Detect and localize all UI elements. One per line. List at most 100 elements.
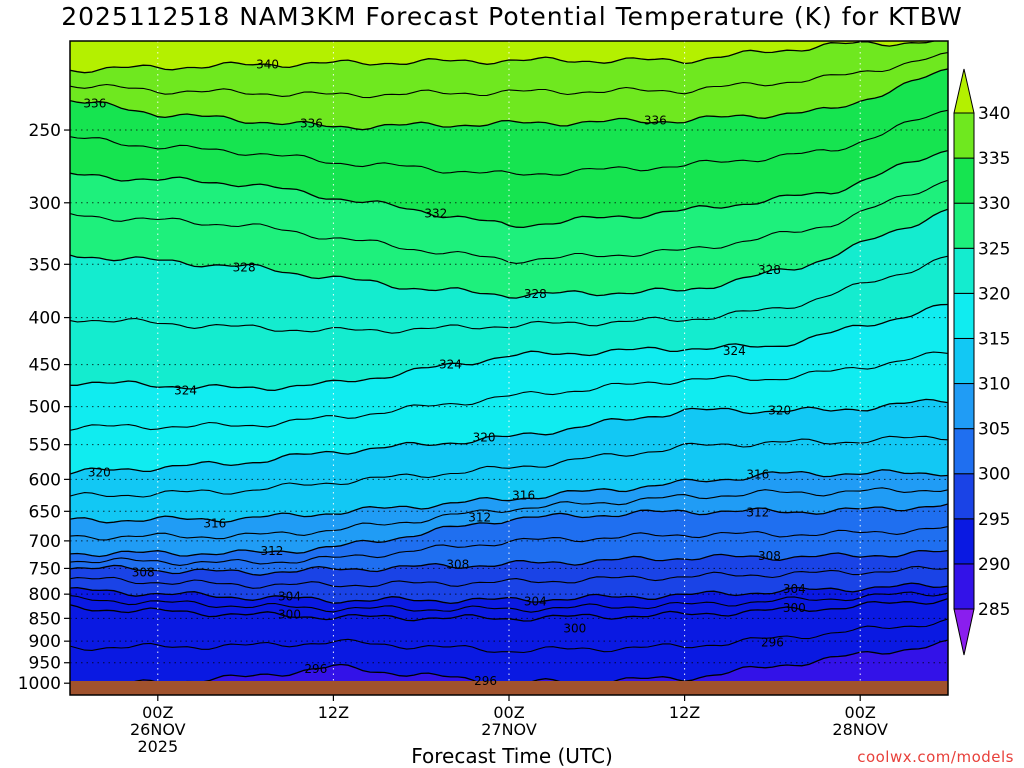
contour-line-332 — [70, 149, 948, 229]
colorbar-segment — [953, 383, 975, 430]
contour-label: 296 — [304, 662, 327, 676]
x-tick-label: 28NOV — [832, 720, 888, 739]
contour-labels: 340 336 336 336 332 328 328 328 324 324 324 320 320 3… — [83, 57, 805, 688]
ground-surface — [70, 681, 948, 695]
x-tick-label: 00Z — [493, 703, 524, 722]
y-tick-label: 250 — [29, 121, 61, 141]
contour-label: 300 — [783, 601, 806, 615]
x-axis-label: Forecast Time (UTC) — [411, 744, 613, 768]
y-tick-label: 900 — [29, 632, 61, 652]
y-tick-label: 600 — [29, 470, 61, 490]
y-tick-label: 700 — [29, 532, 61, 552]
contour-label: 336 — [83, 97, 106, 111]
contour-line-minor — [70, 487, 948, 541]
contour-line-324 — [70, 303, 948, 392]
colorbar-label: 285 — [978, 600, 1010, 620]
contour-label: 312 — [746, 506, 769, 520]
contour-line-minor — [70, 109, 948, 176]
y-tick-label: 450 — [29, 356, 61, 376]
contour-label: 300 — [278, 608, 301, 622]
x-tick-label: 26NOV — [130, 720, 186, 739]
y-tick-label: 550 — [29, 436, 61, 456]
contour-label: 324 — [439, 358, 462, 372]
contour-label: 304 — [783, 582, 806, 596]
colorbar-segment — [953, 563, 975, 610]
colorbar-label: 335 — [978, 149, 1010, 169]
contour-label: 328 — [233, 261, 256, 275]
colorbar-label: 320 — [978, 284, 1010, 304]
contour-label: 308 — [132, 566, 155, 580]
contour-label: 320 — [768, 404, 791, 418]
contour-line-328 — [70, 208, 948, 299]
colorbar-segment — [953, 428, 975, 475]
grid-lines — [70, 41, 948, 695]
contour-line-minor — [70, 565, 948, 589]
colorbar-segment — [953, 112, 975, 159]
colorbar-segment — [953, 473, 975, 520]
contour-line-minor — [70, 52, 948, 99]
credit-link[interactable]: coolwx.com/models — [857, 748, 1014, 766]
contour-line-320 — [70, 398, 948, 475]
colorbar-extend-bottom — [953, 608, 975, 656]
x-tick-label: 2025 — [137, 737, 178, 756]
contour-label: 296 — [474, 674, 497, 688]
contour-label: 308 — [446, 558, 469, 572]
y-tick-label: 500 — [29, 398, 61, 418]
contour-label: 312 — [260, 544, 283, 558]
x-tick-label: 12Z — [318, 703, 349, 722]
y-tick-label: 650 — [29, 502, 61, 522]
contour-label: 340 — [256, 57, 279, 71]
colorbar-label: 295 — [978, 510, 1010, 530]
colorbar-label: 300 — [978, 465, 1010, 485]
colorbar-label: 340 — [978, 104, 1010, 124]
contour-label: 312 — [468, 510, 491, 524]
y-tick-label: 400 — [29, 309, 61, 329]
x-tick-label: 27NOV — [481, 720, 537, 739]
colorbar-segment — [953, 247, 975, 294]
y-tick-label: 850 — [29, 609, 61, 629]
contour-label: 324 — [174, 383, 197, 397]
colorbar-segment — [953, 157, 975, 204]
contour-label: 320 — [88, 466, 111, 480]
colorbar: 285 290 295 300 305 310 315 320 325 330 335 340 — [953, 68, 1010, 656]
y-tick-label: 950 — [29, 654, 61, 674]
contour-label: 332 — [424, 206, 447, 220]
contour-label: 308 — [758, 549, 781, 563]
contour-line-308 — [70, 549, 948, 576]
contour-label: 328 — [524, 287, 547, 301]
x-tick-label: 12Z — [669, 703, 700, 722]
x-tick-label: 00Z — [142, 703, 173, 722]
contour-label: 316 — [203, 516, 226, 530]
y-tick-label: 350 — [29, 255, 61, 275]
contour-label: 336 — [644, 113, 667, 127]
chart-title: 2025112518 NAM3KM Forecast Potential Tem… — [61, 2, 963, 31]
y-tick-label: 750 — [29, 559, 61, 579]
contour-line-336 — [70, 68, 948, 131]
contour-label: 316 — [746, 468, 769, 482]
colorbar-label: 310 — [978, 375, 1010, 395]
contour-line-minor — [70, 351, 948, 431]
colorbar-extend-top — [953, 68, 975, 114]
contour-line-minor — [70, 435, 948, 498]
y-tick-label: 300 — [29, 194, 61, 214]
y-tick-label: 1000 — [18, 674, 61, 694]
contour-label: 300 — [563, 622, 586, 636]
contour-label: 336 — [300, 117, 323, 131]
colorbar-segment — [953, 518, 975, 565]
y-tick-label: 800 — [29, 585, 61, 605]
contour-lines — [70, 41, 948, 691]
y-axis: 250 300 350 400 450 500 550 600 650 700 750 800 850 9… — [18, 121, 70, 694]
contour-label: 296 — [761, 635, 784, 649]
colorbar-segment — [953, 202, 975, 249]
contour-label: 304 — [278, 590, 301, 604]
contour-label: 324 — [723, 344, 746, 358]
colorbar-label: 305 — [978, 420, 1010, 440]
colorbar-label: 330 — [978, 194, 1010, 214]
contour-label: 328 — [758, 263, 781, 277]
x-tick-label: 00Z — [845, 703, 876, 722]
colorbar-label: 315 — [978, 329, 1010, 349]
colorbar-segment — [953, 292, 975, 339]
colorbar-label: 325 — [978, 239, 1010, 259]
